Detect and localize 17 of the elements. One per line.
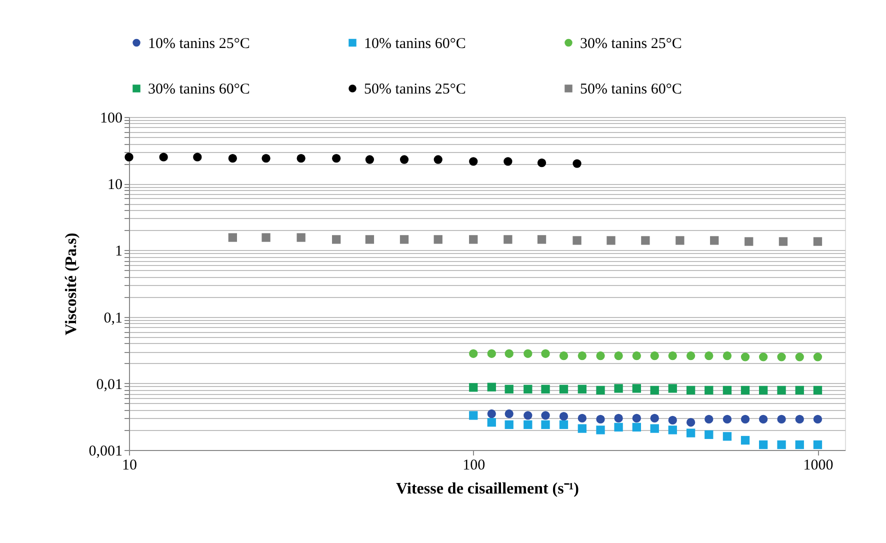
- y-tick-label: 0,01: [96, 376, 122, 393]
- y-tick-label: 1: [115, 244, 122, 260]
- legend-label: 10% tanins 60°C: [364, 36, 466, 52]
- y-tick-label: 100: [100, 110, 122, 126]
- y-tick-label: 0,1: [104, 310, 122, 326]
- legend-label: 30% tanins 60°C: [148, 82, 250, 98]
- x-tick-label: 10: [122, 458, 137, 474]
- legend-label: 30% tanins 25°C: [580, 36, 682, 52]
- legend-label: 50% tanins 25°C: [364, 82, 466, 98]
- legend-label: 50% tanins 60°C: [580, 82, 682, 98]
- x-axis-title: Vitesse de cisaillement (s⁻¹): [396, 480, 579, 498]
- legend-label: 10% tanins 25°C: [148, 36, 250, 52]
- y-tick-label: 0,001: [88, 444, 122, 460]
- x-tick-label: 1000: [803, 458, 834, 474]
- x-tick-label: 100: [462, 458, 486, 474]
- y-axis-title: Viscosité (Pa.s): [62, 232, 80, 336]
- y-tick-label: 10: [108, 177, 122, 194]
